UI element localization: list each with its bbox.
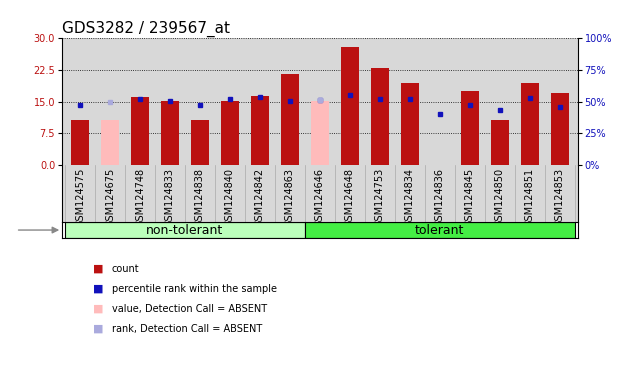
Bar xyxy=(281,74,299,165)
Text: non-tolerant: non-tolerant xyxy=(147,223,224,237)
Text: GSM124753: GSM124753 xyxy=(374,167,385,227)
Bar xyxy=(251,96,269,165)
Text: GSM124833: GSM124833 xyxy=(165,167,175,227)
Bar xyxy=(401,83,419,165)
Bar xyxy=(341,47,359,165)
Bar xyxy=(161,101,179,165)
Text: ■: ■ xyxy=(93,264,104,274)
Bar xyxy=(221,101,239,165)
Bar xyxy=(371,68,389,165)
Bar xyxy=(551,93,569,165)
Bar xyxy=(520,83,538,165)
Text: GSM124838: GSM124838 xyxy=(195,167,205,227)
Bar xyxy=(65,222,305,238)
Text: rank, Detection Call = ABSENT: rank, Detection Call = ABSENT xyxy=(112,324,262,334)
Text: ■: ■ xyxy=(93,324,104,334)
Bar xyxy=(305,222,574,238)
Text: GSM124646: GSM124646 xyxy=(315,167,325,227)
Text: GSM124851: GSM124851 xyxy=(525,167,535,227)
Text: GSM124840: GSM124840 xyxy=(225,167,235,227)
Text: GSM124836: GSM124836 xyxy=(435,167,445,227)
Bar xyxy=(191,121,209,165)
Text: count: count xyxy=(112,264,139,274)
Bar xyxy=(491,121,509,165)
Bar xyxy=(461,91,479,165)
Bar xyxy=(131,97,149,165)
Text: percentile rank within the sample: percentile rank within the sample xyxy=(112,284,277,294)
Text: ■: ■ xyxy=(93,284,104,294)
Text: GSM124648: GSM124648 xyxy=(345,167,355,227)
Text: GSM124575: GSM124575 xyxy=(75,167,85,227)
Bar xyxy=(71,121,89,165)
Bar xyxy=(101,121,119,165)
Text: GSM124748: GSM124748 xyxy=(135,167,145,227)
Text: GDS3282 / 239567_at: GDS3282 / 239567_at xyxy=(62,21,230,37)
Text: GSM124834: GSM124834 xyxy=(405,167,415,227)
Text: GSM124853: GSM124853 xyxy=(555,167,564,227)
Text: GSM124850: GSM124850 xyxy=(494,167,505,227)
Text: GSM124863: GSM124863 xyxy=(285,167,295,227)
Text: GSM124675: GSM124675 xyxy=(105,167,115,227)
Text: tolerant: tolerant xyxy=(415,223,465,237)
Text: ■: ■ xyxy=(93,304,104,314)
Text: GSM124842: GSM124842 xyxy=(255,167,265,227)
Text: GSM124845: GSM124845 xyxy=(465,167,474,227)
Bar xyxy=(311,101,329,165)
Text: value, Detection Call = ABSENT: value, Detection Call = ABSENT xyxy=(112,304,267,314)
